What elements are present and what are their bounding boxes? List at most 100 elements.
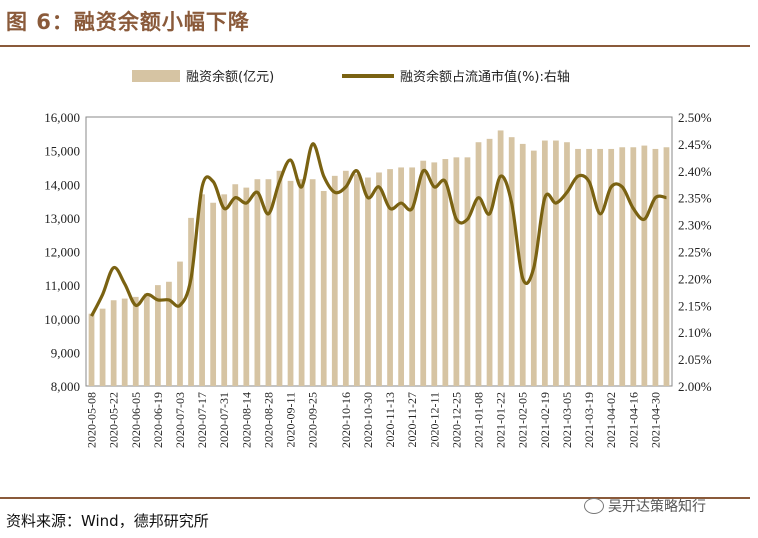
- bar-mark: [553, 140, 559, 386]
- x-tick-label: 2020-12-11: [427, 392, 441, 448]
- bar-mark: [442, 159, 449, 386]
- y-left-tick-label: 8,000: [51, 379, 80, 394]
- x-tick-label: 2020-07-31: [217, 392, 231, 448]
- x-tick-label: 2020-09-11: [284, 392, 298, 448]
- x-tick-label: 2020-06-19: [151, 392, 165, 448]
- x-tick-label: 2021-01-22: [494, 392, 508, 448]
- watermark-text: 吴开达策略知行: [608, 499, 706, 515]
- bar-mark: [265, 179, 272, 386]
- bar-mark: [188, 217, 194, 386]
- bar-mark: [619, 147, 626, 386]
- bar-mark: [409, 167, 416, 386]
- y-right-tick-label: 2.50%: [678, 110, 712, 125]
- x-tick-label: 2021-04-16: [626, 392, 640, 448]
- y-right-tick-label: 2.45%: [678, 137, 712, 152]
- x-tick-label: 2021-04-02: [604, 392, 618, 448]
- top-rule: [0, 45, 750, 47]
- x-tick-label: 2021-02-19: [538, 392, 552, 448]
- bar-mark: [199, 194, 205, 386]
- bar-mark: [132, 296, 139, 386]
- bar-mark: [309, 179, 316, 386]
- bar-mark: [99, 308, 106, 386]
- bar-mark: [110, 300, 117, 386]
- bar-mark: [154, 285, 161, 386]
- bar-mark: [320, 190, 327, 386]
- x-tick-label: 2021-01-08: [472, 392, 486, 448]
- x-tick-label: 2020-05-22: [107, 392, 121, 448]
- watermark: 吴开达策略知行: [584, 496, 706, 516]
- legend-swatch-bar: [132, 69, 180, 82]
- bar-mark: [575, 148, 581, 386]
- bar-mark: [365, 177, 371, 386]
- bar-mark: [342, 170, 349, 386]
- bottom-rule: [0, 497, 750, 499]
- y-right-tick-label: 2.15%: [678, 298, 712, 313]
- y-left-tick-label: 15,000: [44, 144, 80, 159]
- y-left-tick-label: 14,000: [44, 177, 80, 192]
- x-tick-label: 2020-10-16: [339, 392, 353, 448]
- x-tick-label: 2020-11-13: [383, 392, 397, 448]
- x-tick-label: 2021-04-30: [648, 392, 662, 448]
- bar-mark: [464, 157, 471, 386]
- legend: 融资余额(亿元) 融资余额占流通市值(%):右轴: [0, 66, 758, 86]
- bar-mark: [232, 184, 239, 386]
- bar-mark: [652, 148, 659, 386]
- bar-mark: [586, 148, 592, 386]
- bar-mark: [88, 313, 95, 386]
- bar-mark: [420, 160, 427, 386]
- bar-mark: [597, 148, 604, 386]
- bar-mark: [298, 179, 305, 386]
- bar-mark: [354, 174, 360, 386]
- y-right-tick-label: 2.05%: [678, 352, 712, 367]
- y-left-tick-label: 10,000: [44, 312, 80, 327]
- chart-title: 图 6：融资余额小幅下降: [6, 10, 250, 34]
- bar-mark: [630, 147, 637, 386]
- bar-mark: [497, 130, 504, 386]
- y-right-tick-label: 2.30%: [678, 218, 712, 233]
- x-tick-label: 2021-03-19: [582, 392, 596, 448]
- x-tick-label: 2021-03-05: [560, 392, 574, 448]
- bar-mark: [166, 281, 172, 386]
- y-left-tick-label: 11,000: [45, 278, 80, 293]
- bar-mark: [331, 175, 338, 386]
- bar-mark: [641, 145, 648, 386]
- y-right-tick-label: 2.00%: [678, 379, 712, 394]
- legend-item-line: 融资余额占流通市值(%):右轴: [342, 66, 570, 85]
- bar-mark: [663, 147, 670, 386]
- bar-mark: [121, 298, 128, 386]
- bar-mark: [254, 179, 261, 386]
- bar-mark: [210, 202, 217, 386]
- bar-mark: [508, 137, 515, 386]
- x-tick-label: 2021-02-05: [516, 392, 530, 448]
- legend-label-bar: 融资余额(亿元): [186, 70, 275, 85]
- bar-mark: [143, 293, 150, 386]
- bar-mark: [387, 169, 393, 386]
- bar-mark: [398, 167, 404, 386]
- bar-mark: [453, 157, 460, 386]
- bar-mark: [486, 138, 493, 386]
- x-tick-label: 2020-08-14: [239, 392, 253, 448]
- y-right-tick-label: 2.20%: [678, 271, 712, 286]
- bar-mark: [376, 172, 382, 386]
- y-left-tick-label: 13,000: [44, 211, 80, 226]
- source-note: 资料来源：Wind，德邦研究所: [6, 512, 209, 530]
- y-left-tick-label: 12,000: [44, 245, 80, 260]
- bar-mark: [608, 148, 615, 386]
- bar-mark: [475, 142, 482, 386]
- x-tick-label: 2020-07-17: [195, 392, 209, 448]
- x-tick-label: 2020-09-25: [306, 392, 320, 448]
- y-right-tick-label: 2.35%: [678, 191, 712, 206]
- y-right-tick-label: 2.40%: [678, 164, 712, 179]
- y-right-tick-label: 2.25%: [678, 245, 712, 260]
- bar-mark: [276, 170, 283, 386]
- legend-item-bar: 融资余额(亿元): [132, 66, 274, 85]
- bar-mark: [177, 261, 183, 386]
- wechat-icon: [584, 498, 604, 514]
- x-tick-label: 2020-10-30: [361, 392, 375, 448]
- x-tick-label: 2020-05-08: [85, 392, 99, 448]
- bar-mark: [243, 187, 250, 386]
- y-left-tick-label: 9,000: [51, 345, 80, 360]
- bar-mark: [519, 143, 526, 386]
- y-left-tick-label: 16,000: [44, 110, 80, 125]
